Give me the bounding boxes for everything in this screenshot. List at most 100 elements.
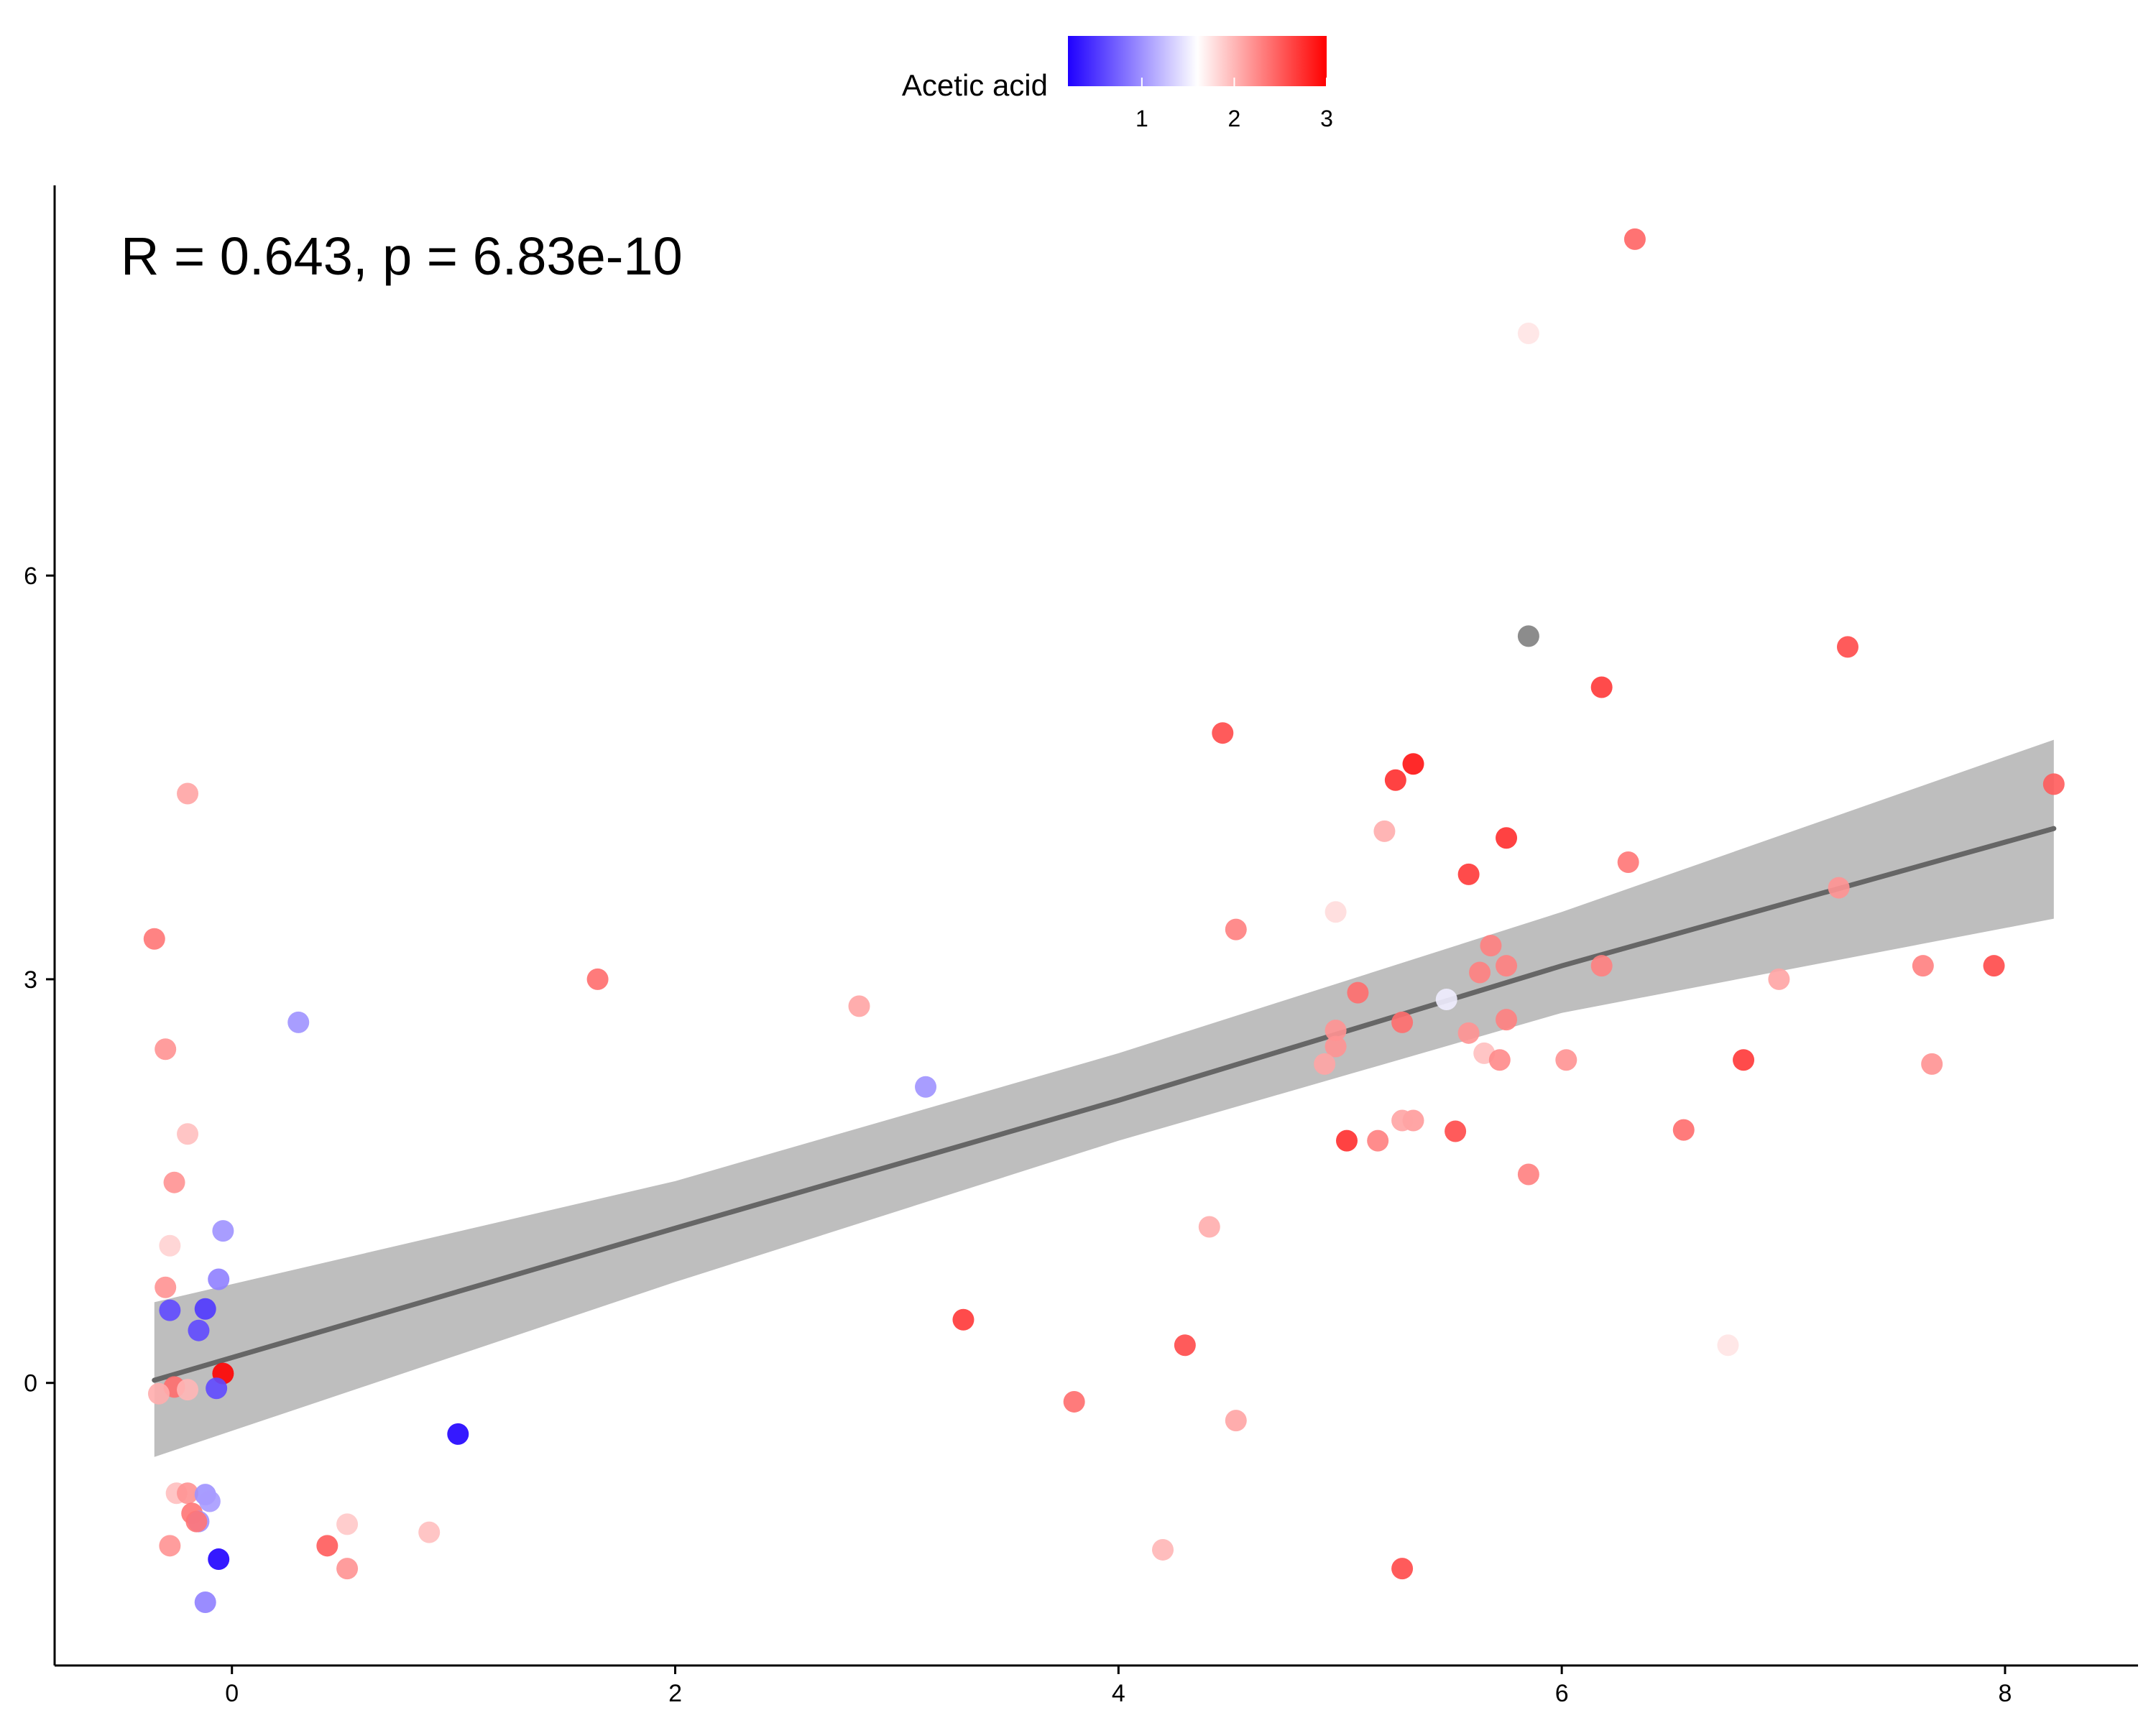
correlation-annotation: R = 0.643, p = 6.83e-10 xyxy=(121,226,683,286)
data-point xyxy=(447,1423,469,1445)
data-point xyxy=(1496,1009,1518,1031)
data-point xyxy=(1836,636,1858,658)
data-point xyxy=(1480,935,1502,957)
data-point xyxy=(1768,968,1790,990)
data-point xyxy=(155,1276,177,1298)
data-point xyxy=(1391,1558,1414,1580)
data-point xyxy=(1198,1216,1220,1238)
data-point xyxy=(1225,918,1247,941)
data-point xyxy=(1335,1129,1358,1152)
data-point xyxy=(177,782,199,805)
data-point xyxy=(1496,955,1518,977)
data-point xyxy=(848,995,870,1017)
data-point xyxy=(159,1535,181,1557)
data-point xyxy=(1733,1049,1755,1071)
data-point xyxy=(163,1171,185,1193)
data-point xyxy=(1469,961,1491,984)
data-point xyxy=(1555,1049,1577,1071)
data-point xyxy=(1590,955,1613,977)
data-point xyxy=(1314,1053,1336,1075)
data-point xyxy=(336,1513,359,1535)
data-point xyxy=(194,1298,216,1320)
data-point xyxy=(1921,1053,1943,1075)
data-point xyxy=(1347,981,1369,1004)
data-point xyxy=(2042,773,2065,795)
data-point xyxy=(1325,1020,1347,1042)
data-point xyxy=(1517,625,1539,647)
data-point xyxy=(212,1220,234,1242)
data-point xyxy=(1373,820,1396,842)
data-point xyxy=(586,968,609,990)
data-point xyxy=(1672,1119,1695,1141)
data-point xyxy=(208,1268,230,1290)
data-point xyxy=(159,1299,181,1321)
x-axis-ticks: 0 2 4 6 8 xyxy=(225,1665,2012,1707)
data-point xyxy=(194,1591,216,1613)
data-point xyxy=(1623,228,1646,250)
data-point xyxy=(336,1558,359,1580)
x-tick-label: 2 xyxy=(668,1680,682,1707)
data-point xyxy=(1457,1022,1480,1044)
data-point xyxy=(1384,769,1406,791)
y-tick-label: 3 xyxy=(24,966,37,994)
data-point xyxy=(316,1535,338,1557)
data-point xyxy=(143,928,165,950)
data-point xyxy=(1435,989,1457,1010)
data-point xyxy=(1617,851,1639,873)
data-point xyxy=(1828,877,1850,899)
x-tick-label: 0 xyxy=(225,1680,239,1707)
trend-line xyxy=(152,826,2057,1383)
y-tick-label: 0 xyxy=(24,1370,37,1397)
data-point xyxy=(1517,323,1539,344)
y-tick-label: 6 xyxy=(24,563,37,590)
data-point xyxy=(188,1319,210,1341)
y-axis-ticks: 0 3 6 xyxy=(24,563,55,1397)
data-point xyxy=(177,1123,199,1145)
data-point xyxy=(1457,863,1480,885)
data-point xyxy=(1391,1011,1414,1033)
data-point xyxy=(1152,1538,1174,1561)
data-point xyxy=(155,1038,177,1061)
data-point xyxy=(1517,1163,1539,1186)
x-tick-label: 8 xyxy=(1998,1680,2012,1707)
legend: Acetic acid 1 2 3 xyxy=(902,36,1333,131)
data-point xyxy=(185,1510,208,1533)
x-tick-label: 4 xyxy=(1112,1680,1125,1707)
data-point xyxy=(952,1308,975,1331)
data-point xyxy=(208,1548,230,1571)
data-point xyxy=(147,1382,170,1405)
data-point xyxy=(1212,722,1234,744)
legend-tick-label: 2 xyxy=(1228,106,1241,131)
data-point xyxy=(1402,753,1424,775)
data-point xyxy=(1445,1120,1467,1142)
data-point xyxy=(177,1379,199,1401)
data-point xyxy=(206,1377,228,1400)
data-points xyxy=(143,228,2065,1613)
data-point xyxy=(1496,827,1518,849)
data-point xyxy=(1391,1109,1414,1132)
data-point xyxy=(1174,1334,1196,1357)
data-point xyxy=(177,1482,199,1505)
data-point xyxy=(198,1490,221,1512)
data-point xyxy=(1717,1334,1739,1357)
confidence-band xyxy=(154,739,2054,1457)
data-point xyxy=(418,1521,441,1543)
data-point xyxy=(1063,1390,1085,1413)
data-point xyxy=(1325,1035,1347,1058)
legend-title: Acetic acid xyxy=(902,68,1048,102)
data-point xyxy=(1983,955,2005,977)
data-point xyxy=(1325,901,1347,923)
legend-tick-label: 1 xyxy=(1135,106,1148,131)
data-point xyxy=(1367,1129,1389,1152)
x-tick-label: 6 xyxy=(1555,1680,1569,1707)
legend-colorbar xyxy=(1068,36,1327,86)
legend-tick-label: 3 xyxy=(1320,106,1333,131)
data-point xyxy=(1912,955,1934,977)
data-point xyxy=(915,1076,937,1098)
data-point xyxy=(159,1234,181,1257)
legend-ticks: 1 2 3 xyxy=(1135,78,1333,131)
data-point xyxy=(1225,1410,1247,1432)
data-point xyxy=(287,1011,310,1033)
